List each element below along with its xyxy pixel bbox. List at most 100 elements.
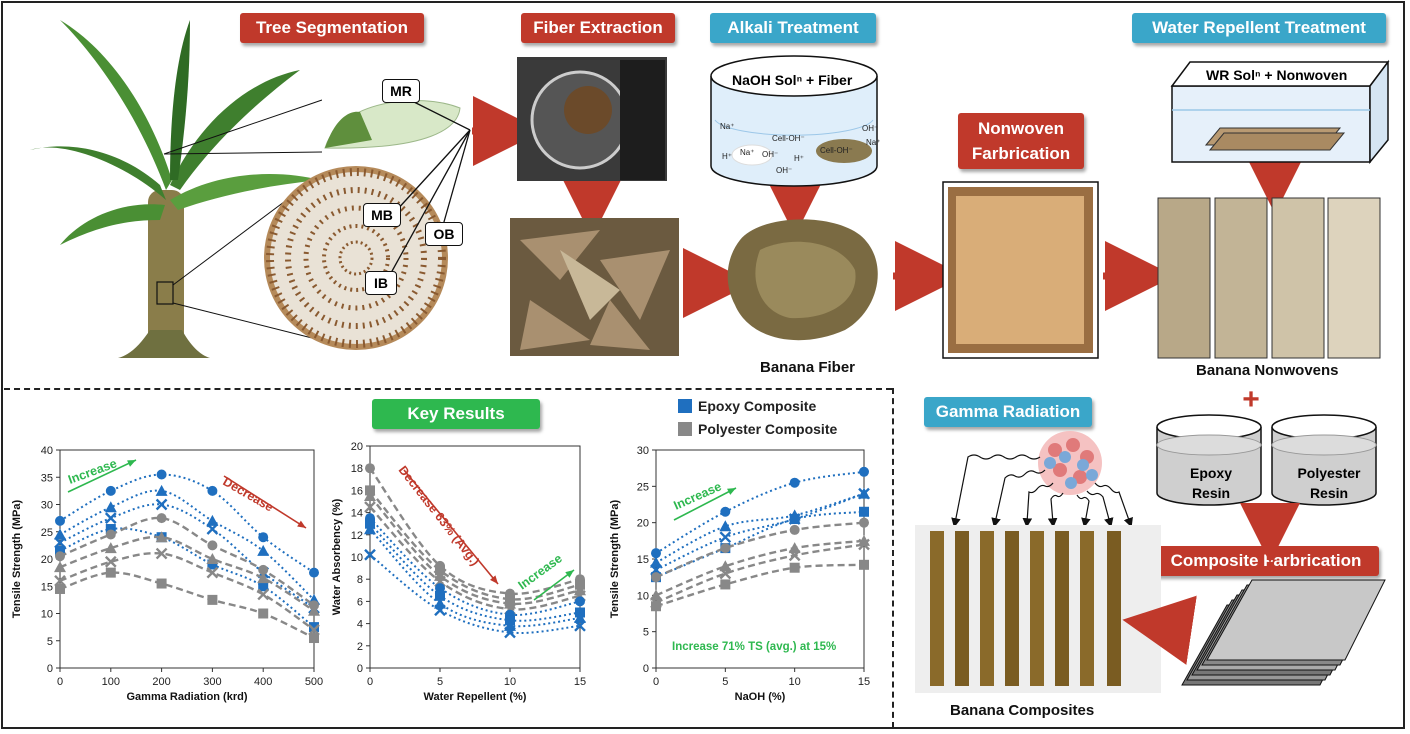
data-point-epoxy-square (309, 622, 319, 633)
trend-line-polyester-circle (655, 521, 865, 579)
data-point-epoxy-circle (309, 567, 319, 578)
x-tick-label: 0 (57, 676, 63, 688)
y-axis-title: Tensile Strength (MPa) (609, 499, 621, 618)
data-point-epoxy-triangle (257, 544, 270, 556)
annotation-arrowhead (727, 488, 736, 495)
data-point-polyester-triangle (308, 604, 320, 616)
y-tick-label: 10 (41, 609, 53, 621)
data-point-polyester-square (789, 562, 800, 573)
data-point-epoxy-triangle (104, 501, 117, 513)
trend-line-epoxy-circle (59, 473, 315, 574)
data-point-epoxy-circle (789, 477, 800, 488)
ion-label: OH⁻ (762, 150, 779, 159)
data-point-polyester-circle (258, 564, 269, 575)
x-tick-label: 500 (305, 676, 323, 688)
data-point-polyester-triangle (650, 589, 662, 601)
data-point-polyester-cross (719, 567, 732, 580)
annotation-arrow (533, 569, 575, 601)
data-point-polyester-cross (364, 501, 376, 513)
data-point-epoxy-triangle (54, 528, 66, 540)
data-point-epoxy-cross (364, 548, 376, 561)
x-axis-title: Gamma Radiation (krd) (126, 691, 247, 703)
trend-line-polyester-circle (369, 467, 581, 595)
data-point-epoxy-triangle (719, 520, 732, 532)
data-point-epoxy-circle (651, 548, 661, 559)
data-point-epoxy-triangle (206, 514, 219, 526)
data-point-polyester-square (258, 608, 269, 619)
trend-line-polyester-triangle (655, 539, 865, 597)
y-tick-label: 2 (357, 641, 363, 653)
data-point-polyester-cross (206, 566, 219, 579)
data-point-epoxy-circle (575, 596, 585, 607)
raw-fiber-image (510, 218, 679, 356)
legend-epoxy-swatch (678, 399, 692, 413)
x-tick-label: 0 (367, 676, 373, 688)
y-tick-label: 5 (47, 636, 53, 648)
data-point-polyester-triangle (788, 542, 801, 554)
y-tick-label: 30 (637, 445, 649, 457)
x-tick-label: 15 (858, 676, 870, 688)
title-nonwoven-fabrication: Nonwoven Farbrication (958, 113, 1084, 169)
caption-banana-composites: Banana Composites (950, 702, 1095, 719)
legend-epoxy-label: Epoxy Composite (698, 398, 817, 414)
data-point-epoxy-cross (206, 523, 219, 535)
ion-label: OH⁻ (862, 124, 879, 133)
banana-fiber-image (727, 219, 878, 341)
data-point-epoxy-cross (719, 531, 732, 544)
y-tick-label: 6 (357, 596, 363, 608)
ion-label: Cell-OH⁻ (820, 146, 853, 155)
data-point-epoxy-triangle (574, 612, 586, 624)
data-point-polyester-circle (720, 543, 731, 554)
data-point-polyester-cross (858, 538, 870, 551)
data-point-epoxy-square (55, 545, 65, 556)
data-point-epoxy-cross (104, 512, 117, 524)
data-point-polyester-square (720, 579, 731, 590)
plot-area (59, 449, 315, 669)
ion-label: OH⁻ (776, 166, 793, 175)
data-point-epoxy-square (258, 581, 269, 592)
annotation-text: Increase (66, 456, 119, 487)
plus-symbol: + (1242, 385, 1260, 416)
caption-banana-fiber: Banana Fiber (760, 359, 856, 376)
gamma-rays (951, 454, 1133, 528)
annotation-arrowhead (297, 520, 306, 528)
title-tree-segmentation: Tree Segmentation (240, 13, 424, 43)
trend-line-epoxy-square (369, 523, 581, 622)
y-tick-label: 12 (351, 530, 363, 542)
data-point-polyester-triangle (155, 531, 168, 543)
x-tick-label: 0 (653, 676, 659, 688)
y-tick-label: 15 (637, 554, 649, 566)
data-point-polyester-triangle (719, 560, 732, 572)
title-water-repellent-treatment: Water Repellent Treatment (1132, 13, 1386, 43)
y-tick-label: 5 (643, 627, 649, 639)
y-tick-label: 15 (41, 581, 53, 593)
y-tick-label: 4 (357, 619, 363, 631)
data-point-epoxy-circle (720, 506, 731, 517)
title-alkali-treatment: Alkali Treatment (710, 13, 876, 43)
x-axis-title: Water Repellent (%) (424, 691, 527, 703)
data-point-polyester-cross (788, 549, 801, 562)
data-point-polyester-cross (104, 555, 117, 568)
trend-line-polyester-square (369, 489, 581, 601)
alkali-beaker (710, 55, 878, 187)
polyester-resin-label: Polyester Resin (1297, 465, 1361, 501)
legend-polyester-swatch (678, 422, 692, 436)
y-axis-title: Water Absorbency (%) (331, 498, 343, 615)
epoxy-resin-beaker (1156, 414, 1262, 506)
ion-label: Na⁺ (720, 122, 735, 131)
x-tick-label: 5 (437, 676, 443, 688)
data-point-epoxy-cross (858, 487, 870, 500)
y-tick-label: 30 (41, 500, 53, 512)
x-tick-label: 100 (102, 676, 120, 688)
data-point-epoxy-circle (859, 466, 869, 477)
water-repellent-tank (1170, 59, 1390, 165)
midrib-section-image (322, 100, 462, 153)
trend-line-epoxy-cross (59, 503, 315, 609)
fiber-extraction-image (517, 57, 667, 181)
y-tick-label: 35 (41, 472, 53, 484)
trend-line-epoxy-circle (369, 517, 581, 616)
y-tick-label: 25 (41, 527, 53, 539)
data-point-epoxy-circle (207, 485, 218, 496)
data-point-epoxy-square (435, 590, 445, 601)
